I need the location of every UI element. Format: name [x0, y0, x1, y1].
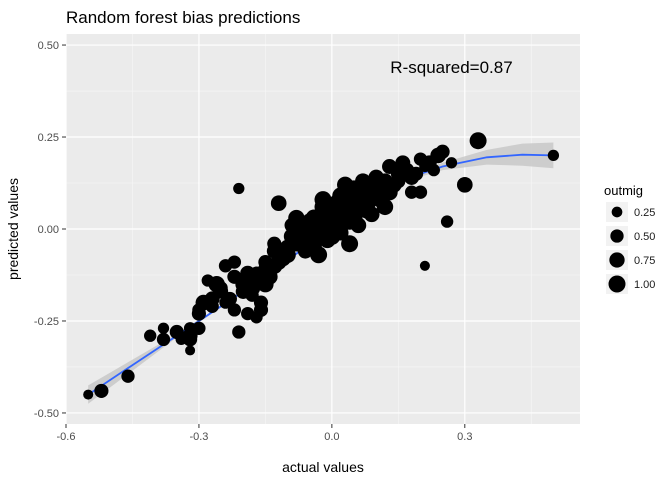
legend-label: 0.25: [634, 207, 655, 219]
y-tick-label: -0.25: [34, 316, 59, 328]
data-point: [355, 173, 371, 190]
data-point: [201, 274, 214, 287]
x-tick-label: 0.0: [324, 431, 339, 443]
data-point: [337, 176, 354, 193]
data-point: [404, 185, 419, 199]
y-axis-ticks: -0.50 -0.25 0.00 0.25 0.50: [34, 40, 66, 420]
data-point: [314, 191, 332, 209]
data-point: [157, 322, 170, 334]
data-point: [183, 322, 197, 335]
legend-label: 0.50: [634, 231, 655, 243]
data-point: [469, 132, 487, 150]
data-point: [310, 246, 328, 264]
data-point: [341, 235, 359, 253]
legend-key-point: [609, 252, 625, 268]
r-squared-annotation: R-squared=0.87: [390, 58, 512, 77]
data-point: [284, 217, 300, 233]
y-tick-label: -0.50: [34, 408, 59, 420]
data-point: [267, 236, 282, 251]
size-legend: outmig 0.25 0.50 0.75 1.00: [604, 183, 655, 294]
data-point: [222, 291, 237, 306]
data-point: [350, 198, 367, 216]
legend-key-point: [608, 275, 626, 293]
data-point: [297, 224, 314, 241]
data-point: [205, 299, 219, 313]
data-point: [373, 177, 389, 193]
data-point: [156, 332, 171, 347]
data-point: [227, 255, 242, 269]
data-point: [547, 149, 560, 162]
y-axis-title: predicted values: [5, 178, 21, 280]
data-point: [363, 206, 380, 223]
data-point: [391, 174, 406, 189]
legend-label: 0.75: [634, 255, 655, 267]
chart-title: Random forest bias predictions: [66, 8, 300, 27]
data-point: [191, 306, 206, 321]
data-point: [279, 239, 296, 256]
data-point: [456, 176, 473, 193]
data-point: [435, 144, 450, 159]
data-point: [258, 255, 273, 270]
data-point: [440, 215, 454, 228]
x-axis-ticks: -0.6 -0.3 0.0 0.3: [57, 424, 472, 443]
x-tick-label: -0.3: [189, 431, 208, 443]
data-point: [192, 321, 206, 335]
x-tick-label: 0.3: [457, 431, 472, 443]
data-points: [83, 132, 560, 400]
data-point: [121, 369, 135, 383]
y-tick-label: 0.25: [38, 132, 59, 144]
y-tick-label: 0.50: [38, 40, 59, 52]
data-point: [232, 325, 246, 339]
legend-title: outmig: [604, 183, 643, 198]
data-point: [445, 157, 458, 169]
data-point: [245, 288, 259, 302]
data-point: [144, 329, 157, 342]
data-point: [332, 205, 350, 223]
x-axis-title: actual values: [282, 459, 364, 475]
data-point: [83, 389, 94, 400]
data-point: [323, 227, 341, 245]
data-point: [409, 166, 424, 181]
data-point: [94, 383, 109, 398]
data-point: [214, 281, 228, 295]
data-point: [419, 260, 430, 271]
legend-key-point: [610, 229, 624, 243]
data-point: [233, 182, 245, 195]
legend-label: 1.00: [634, 279, 655, 291]
data-point: [376, 198, 394, 216]
data-point: [427, 163, 440, 177]
x-tick-label: -0.6: [57, 431, 76, 443]
data-point: [382, 159, 397, 174]
data-point: [227, 303, 242, 317]
data-point: [240, 265, 256, 281]
data-point: [253, 302, 269, 317]
data-point: [270, 195, 287, 212]
legend-key-point: [611, 206, 623, 218]
data-point: [185, 345, 196, 356]
y-tick-label: 0.00: [38, 224, 59, 236]
